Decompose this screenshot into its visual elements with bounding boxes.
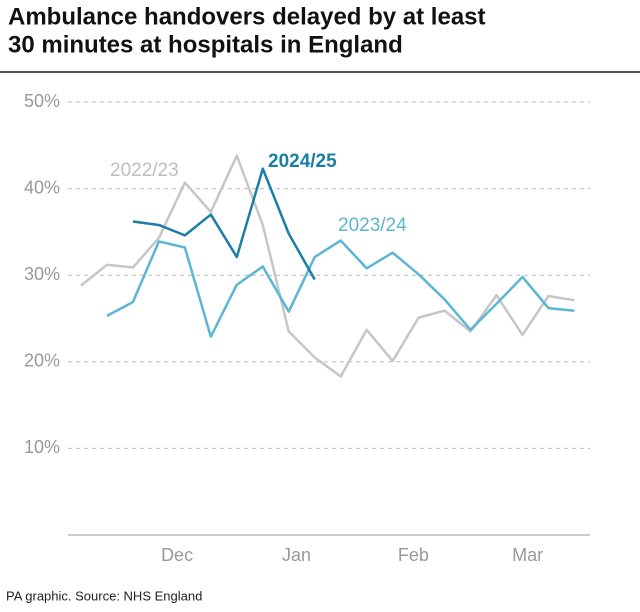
x-tick-label: Mar xyxy=(512,545,543,565)
y-tick-label: 10% xyxy=(24,437,60,457)
y-tick-label: 50% xyxy=(24,91,60,111)
source: PA graphic. Source: NHS England xyxy=(6,588,202,603)
y-tick-label: 40% xyxy=(24,177,60,197)
series-label: 2024/25 xyxy=(268,151,337,172)
chart-title: 30 minutes at hospitals in England xyxy=(8,31,403,58)
series-line xyxy=(132,167,316,281)
x-tick-label: Jan xyxy=(282,545,311,565)
x-tick-label: Dec xyxy=(161,545,193,565)
chart-title: Ambulance handovers delayed by at least xyxy=(8,3,486,30)
y-tick-label: 30% xyxy=(24,264,60,284)
series-line xyxy=(80,154,575,378)
series-line xyxy=(106,239,575,338)
series-label: 2023/24 xyxy=(338,215,407,236)
series-label: 2022/23 xyxy=(110,160,179,181)
x-tick-label: Feb xyxy=(398,545,429,565)
y-tick-label: 20% xyxy=(24,351,60,371)
